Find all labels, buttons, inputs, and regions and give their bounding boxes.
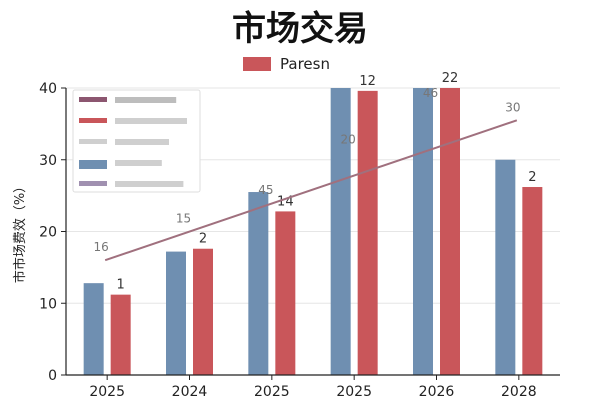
x-ticks: 2025 2024 2025 2025 2026 2028 — [89, 375, 537, 400]
inner-legend-placeholder — [115, 118, 187, 124]
x-tick-label: 2025 — [336, 384, 372, 400]
inner-legend-swatch — [79, 160, 107, 169]
trend-label: 45 — [258, 183, 273, 197]
inner-legend-placeholder — [115, 181, 184, 187]
bar — [83, 283, 104, 375]
legend: Paresn — [243, 55, 330, 73]
trend-label: 15 — [176, 212, 191, 226]
inner-legend-swatch — [79, 97, 107, 102]
y-tick-label: 0 — [48, 368, 57, 384]
x-tick-label: 2024 — [172, 384, 208, 400]
y-axis-label: 市市场费效（%） — [12, 180, 28, 283]
bar — [248, 192, 269, 375]
bar — [330, 88, 351, 375]
bar-label: 2 — [528, 170, 536, 185]
y-tick-label: 30 — [39, 153, 57, 169]
inner-legend-swatch — [79, 181, 107, 186]
bar — [522, 187, 543, 375]
bar — [495, 159, 516, 375]
bar-label: 22 — [442, 71, 459, 86]
y-ticks: 0 10 20 30 40 — [39, 81, 66, 384]
bar — [357, 90, 378, 376]
bar — [275, 211, 296, 375]
bar — [110, 294, 131, 375]
inner-legend-swatch — [79, 118, 107, 123]
bar — [193, 248, 213, 375]
trend-line-group: 16 15 45 20 46 30 — [94, 86, 520, 262]
inner-legend-swatch — [79, 139, 107, 144]
trend-label: 16 — [94, 240, 109, 254]
y-tick-label: 10 — [39, 296, 57, 312]
trend-label: 46 — [423, 86, 438, 100]
inner-legend — [72, 89, 201, 193]
y-tick-label: 20 — [39, 225, 57, 241]
legend-swatch-paresn — [243, 57, 271, 71]
trend-label: 20 — [341, 133, 356, 147]
bar-label: 1 — [117, 278, 125, 293]
trend-line — [104, 119, 518, 262]
legend-label-paresn: Paresn — [280, 55, 330, 73]
x-tick-label: 2028 — [501, 384, 537, 400]
inner-legend-placeholder — [115, 160, 162, 166]
bar — [440, 88, 460, 375]
y-tick-label: 40 — [39, 81, 57, 97]
bar-label: 12 — [359, 74, 376, 89]
bar — [166, 251, 186, 375]
trend-label: 30 — [505, 100, 520, 114]
bar-label: 2 — [199, 232, 207, 247]
inner-legend-placeholder — [115, 139, 169, 145]
x-tick-label: 2025 — [89, 384, 125, 400]
chart-title: 市场交易 — [232, 9, 368, 49]
x-tick-label: 2026 — [419, 384, 455, 400]
x-tick-label: 2025 — [254, 384, 290, 400]
bar — [413, 88, 433, 375]
inner-legend-placeholder — [115, 97, 177, 103]
